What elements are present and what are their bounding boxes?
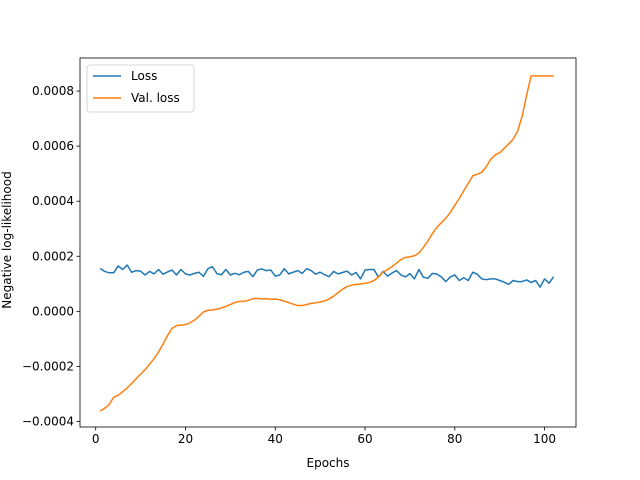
y-tick-label: 0.0006 [32,139,74,153]
legend-label-1: Val. loss [131,91,180,105]
series-line-0 [99,264,555,288]
x-tick-label: 20 [178,432,193,446]
x-axis: 0 20 40 60 80 100 [92,427,556,446]
y-tick-label: −0.0004 [22,414,74,428]
y-tick-label: 0.0002 [32,249,74,263]
axes-border [79,57,577,428]
legend: Loss Val. loss [86,64,195,113]
y-axis: −0.0004 −0.0002 0.0000 0.0002 0.0004 0.0006 0.… [22,84,80,428]
x-tick-label: 80 [447,432,462,446]
series-line-1 [99,75,554,412]
plot-area [99,75,555,412]
x-tick-label: 40 [268,432,283,446]
y-tick-label: −0.0002 [22,359,74,373]
y-tick-label: 0.0004 [32,194,74,208]
y-axis-label: Negative log-likelihood [0,171,14,308]
legend-label-0: Loss [131,69,157,83]
x-tick-label: 0 [92,432,100,446]
y-tick-label: 0.0008 [32,84,74,98]
x-tick-label: 100 [533,432,556,446]
y-tick-label: 0.0000 [32,304,74,318]
x-axis-label: Epochs [307,456,350,470]
axes-frame [79,57,577,428]
x-tick-label: 60 [357,432,372,446]
